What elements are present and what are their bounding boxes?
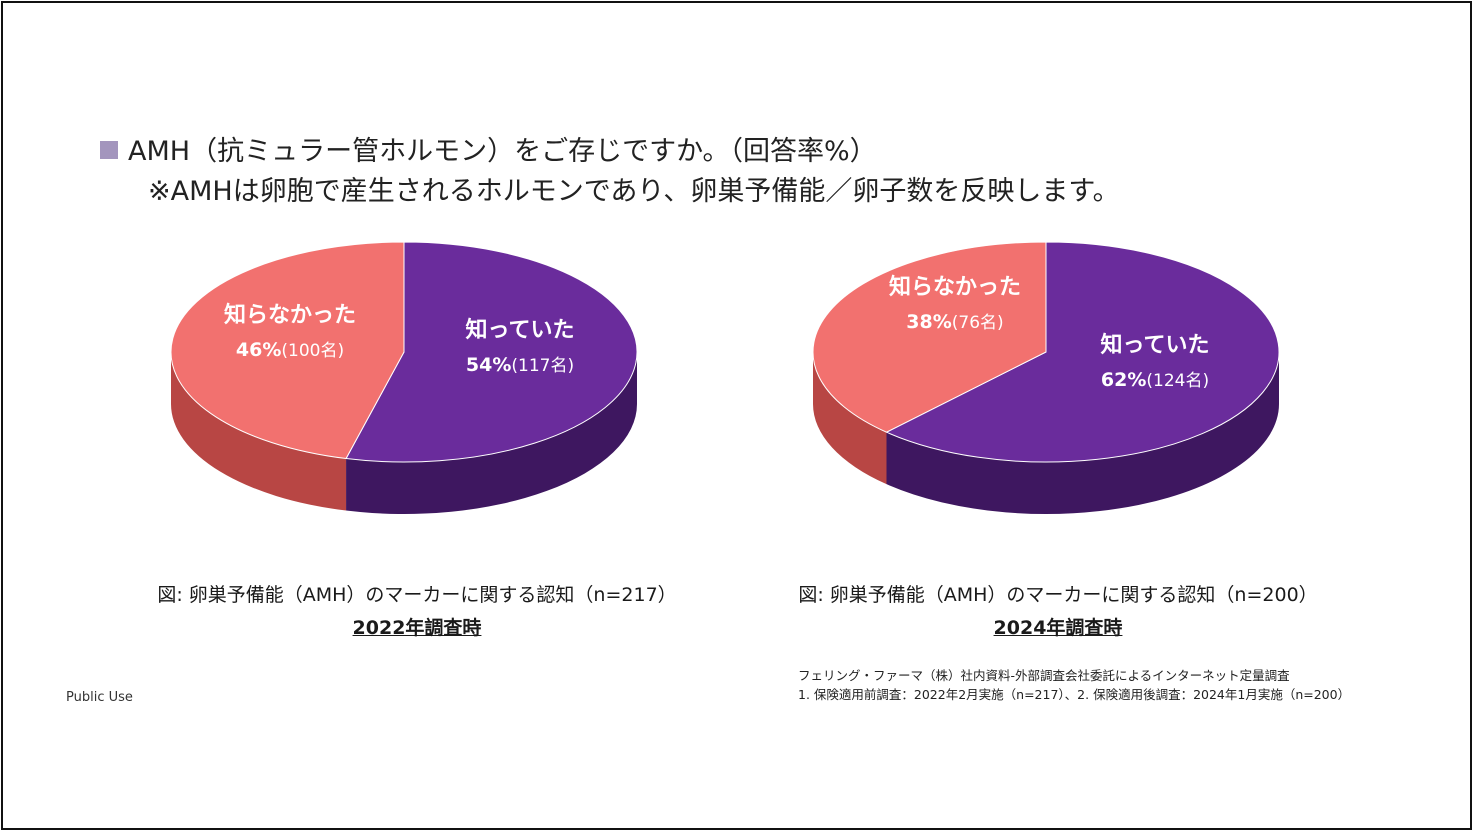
heading-line-1: AMH（抗ミュラー管ホルモン）をご存じですか。（回答率%） <box>128 136 877 167</box>
chart-title-2024: 図: 卵巣予備能（AMH）のマーカーに関する認知（n=200） <box>798 584 1318 606</box>
slice-label-0: 知っていた <box>466 317 575 343</box>
public-use-label: Public Use <box>66 690 133 705</box>
slice-value-0: 62%(124名) <box>1101 369 1209 391</box>
pie-slice-1 <box>170 241 405 460</box>
pie-slice-0 <box>345 241 638 463</box>
pie-side-0 <box>346 352 637 514</box>
slice-label-1: 知らなかった <box>889 274 1021 300</box>
pie-chart-2022: 知っていた 54%(117名) 知らなかった 46%(100名) <box>170 241 638 514</box>
slice-value-1: 38%(76名) <box>906 311 1003 333</box>
slice-value-0: 54%(117名) <box>466 354 574 376</box>
pie-side-1 <box>171 352 347 511</box>
slice-label-1: 知らなかった <box>224 302 356 328</box>
heading-line-2: ※AMHは卵胞で産生されるホルモンであり、卵巣予備能／卵子数を反映します。 <box>148 176 1120 207</box>
pie-side-0 <box>886 352 1279 514</box>
slide-heading: AMH（抗ミュラー管ホルモン）をご存じですか。（回答率%） ※AMHは卵胞で産生… <box>100 132 1120 212</box>
source-line-1: フェリング・ファーマ（株）社内資料-外部調査会社委託によるインターネット定量調査 <box>798 668 1290 683</box>
source-note: フェリング・ファーマ（株）社内資料-外部調査会社委託によるインターネット定量調査… <box>798 666 1350 704</box>
chart-caption-2022: 図: 卵巣予備能（AMH）のマーカーに関する認知（n=217） 2022年調査時 <box>157 580 677 640</box>
slice-label-0: 知っていた <box>1101 332 1210 358</box>
pie-chart-2024: 知っていた 62%(124名) 知らなかった 38%(76名) <box>812 241 1280 514</box>
chart-caption-2024: 図: 卵巣予備能（AMH）のマーカーに関する認知（n=200） 2024年調査時 <box>798 580 1318 640</box>
bullet-square-icon <box>100 141 118 159</box>
pie-slice-0 <box>885 241 1280 463</box>
pie-slice-1 <box>812 241 1047 433</box>
slice-value-1: 46%(100名) <box>236 339 344 361</box>
chart-subtitle-2022: 2022年調査時 <box>352 617 482 639</box>
chart-title-2022: 図: 卵巣予備能（AMH）のマーカーに関する認知（n=217） <box>157 584 677 606</box>
chart-subtitle-2024: 2024年調査時 <box>993 617 1123 639</box>
source-line-2: 1. 保険適用前調査：2022年2月実施（n=217）、2. 保険適用後調査：2… <box>798 687 1351 702</box>
pie-side-1 <box>813 352 887 485</box>
